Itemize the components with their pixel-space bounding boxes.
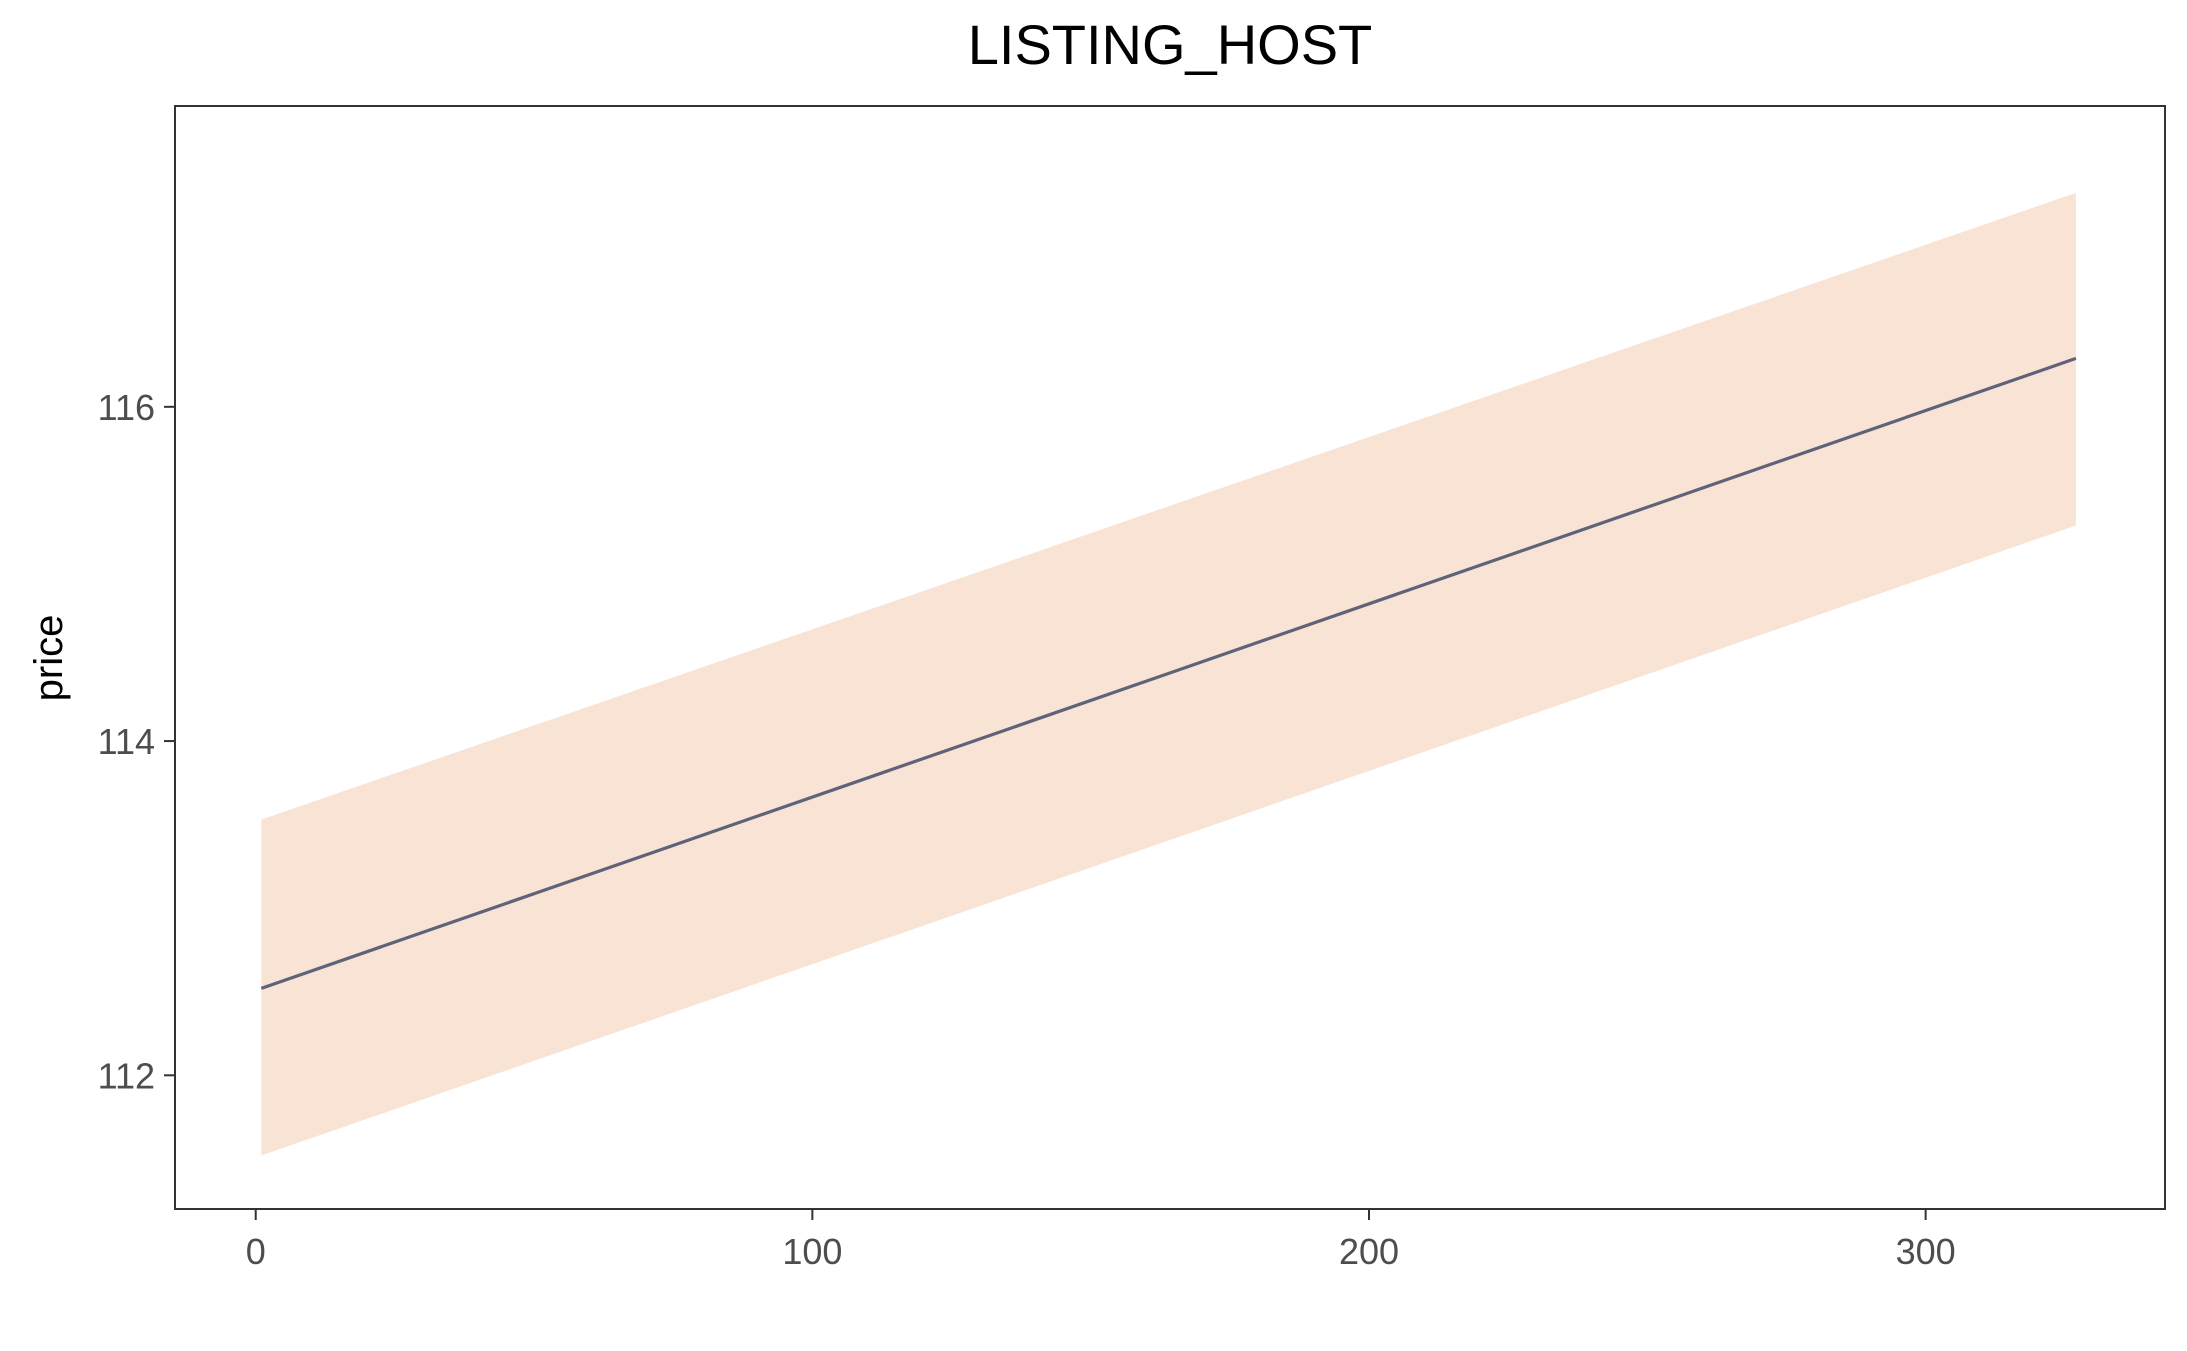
y-tick-label: 112 [98,1055,155,1096]
fit-line-layer [261,358,2076,988]
y-tick-label: 116 [98,387,155,428]
y-tick-label: 114 [98,721,155,762]
x-tick-label: 300 [1896,1231,1956,1272]
x-axis-ticks: 0 100 200 300 [246,1209,1956,1272]
x-tick-label: 200 [1339,1231,1399,1272]
fit-line [261,358,2076,988]
x-tick-label: 0 [246,1231,266,1272]
x-tick-label: 100 [782,1231,842,1272]
chart-title: LISTING_HOST [968,13,1373,76]
y-axis-ticks: 112 114 116 [98,387,175,1096]
y-axis-label: price [27,615,71,702]
